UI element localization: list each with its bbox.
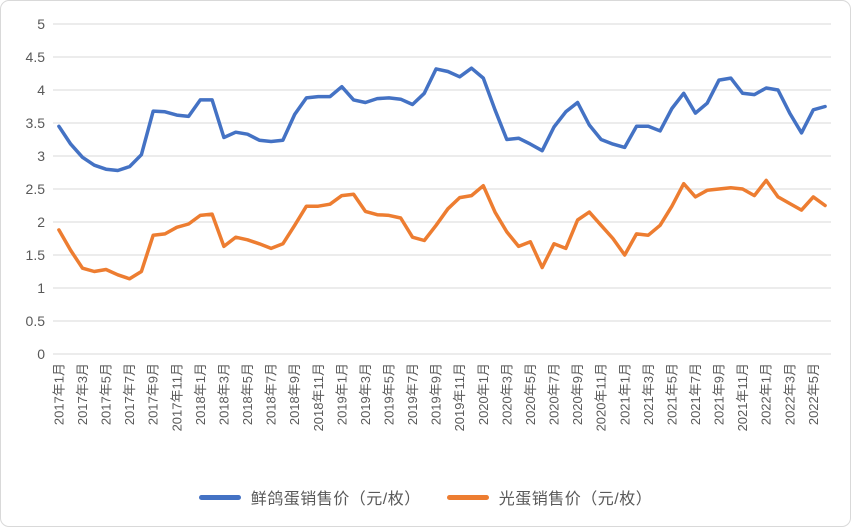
x-axis-tick-label: 2018年7月 <box>264 363 279 425</box>
x-axis-tick-label: 2020年9月 <box>570 363 585 425</box>
x-axis-tick-label: 2019年7月 <box>405 363 420 425</box>
y-axis-tick-label: 4.5 <box>26 49 46 65</box>
y-axis-tick-label: 1 <box>37 280 45 296</box>
chart-legend: 鲜鸽蛋销售价（元/枚） 光蛋销售价（元/枚） <box>1 485 850 509</box>
series-line-fresh-pigeon-egg <box>57 66 827 173</box>
x-axis-tick-label: 2018年9月 <box>287 363 302 425</box>
x-axis-tick-label: 2021年11月 <box>735 363 750 431</box>
x-axis-tick-label: 2017年7月 <box>122 363 137 425</box>
y-axis-tick-label: 3 <box>37 148 45 164</box>
y-axis-tick-label: 3.5 <box>26 115 46 131</box>
x-axis-tick-label: 2018年11月 <box>311 363 326 431</box>
x-axis-tick-label: 2019年1月 <box>334 363 349 425</box>
x-axis-tick-label: 2020年5月 <box>523 363 538 425</box>
legend-label-fresh-pigeon-egg: 鲜鸽蛋销售价（元/枚） <box>250 491 421 508</box>
x-axis-tick-label: 2022年1月 <box>759 363 774 425</box>
y-axis-tick-label: 2.5 <box>26 181 46 197</box>
legend-line-swatch-fresh-pigeon-egg <box>198 494 241 500</box>
y-axis-tick-label: 0.5 <box>26 313 46 329</box>
legend-item-shelled-egg: 光蛋销售价（元/枚） <box>446 485 653 509</box>
y-axis-tick-label: 2 <box>37 214 45 230</box>
x-axis-tick-label: 2021年3月 <box>641 363 656 425</box>
y-axis-tick-label: 0 <box>37 346 45 362</box>
legend-label-shelled-egg: 光蛋销售价（元/枚） <box>498 491 653 508</box>
x-axis-labels: 2017年1月 2017年3月 2017年5月 2017年7月 2017年9月 2017年… <box>51 363 820 431</box>
x-axis-tick-label: 2021年9月 <box>712 363 727 425</box>
x-axis-tick-label: 2017年5月 <box>99 363 114 425</box>
y-axis-tick-label: 5 <box>37 16 45 32</box>
y-axis-tick-label: 4 <box>37 82 45 98</box>
x-axis-tick-label: 2019年11月 <box>452 363 467 431</box>
x-axis-tick-label: 2017年1月 <box>51 363 66 425</box>
x-axis-tick-label: 2018年5月 <box>240 363 255 425</box>
x-axis-tick-label: 2017年11月 <box>169 363 184 431</box>
series-line-shelled-egg <box>57 178 827 281</box>
x-axis-tick-label: 2020年7月 <box>547 363 562 425</box>
y-axis-tick-label: 1.5 <box>26 247 46 263</box>
y-gridlines <box>53 23 831 355</box>
x-axis-tick-label: 2020年3月 <box>499 363 514 425</box>
x-axis-tick-label: 2021年7月 <box>688 363 703 425</box>
x-axis-tick-label: 2017年9月 <box>146 363 161 425</box>
x-axis-tick-label: 2021年1月 <box>617 363 632 425</box>
x-axis-tick-label: 2019年3月 <box>358 363 373 425</box>
x-axis-tick-label: 2019年9月 <box>429 363 444 425</box>
legend-line-swatch-shelled-egg <box>446 494 489 500</box>
y-axis-labels: 5 4.5 4 3.5 3 2.5 2 1.5 1 0.5 0 <box>26 16 46 362</box>
x-axis-tick-label: 2018年3月 <box>216 363 231 425</box>
legend-item-fresh-pigeon-egg: 鲜鸽蛋销售价（元/枚） <box>198 485 421 509</box>
x-axis-tick-label: 2018年1月 <box>193 363 208 425</box>
x-axis-tick-label: 2022年5月 <box>806 363 821 425</box>
x-axis-tick-label: 2020年1月 <box>476 363 491 425</box>
x-axis-tick-label: 2021年5月 <box>664 363 679 425</box>
x-axis-tick-label: 2022年3月 <box>782 363 797 425</box>
x-axis-tick-label: 2017年3月 <box>75 363 90 425</box>
x-axis-tick-label: 2020年11月 <box>594 363 609 431</box>
x-axis-tick-label: 2019年5月 <box>382 363 397 425</box>
